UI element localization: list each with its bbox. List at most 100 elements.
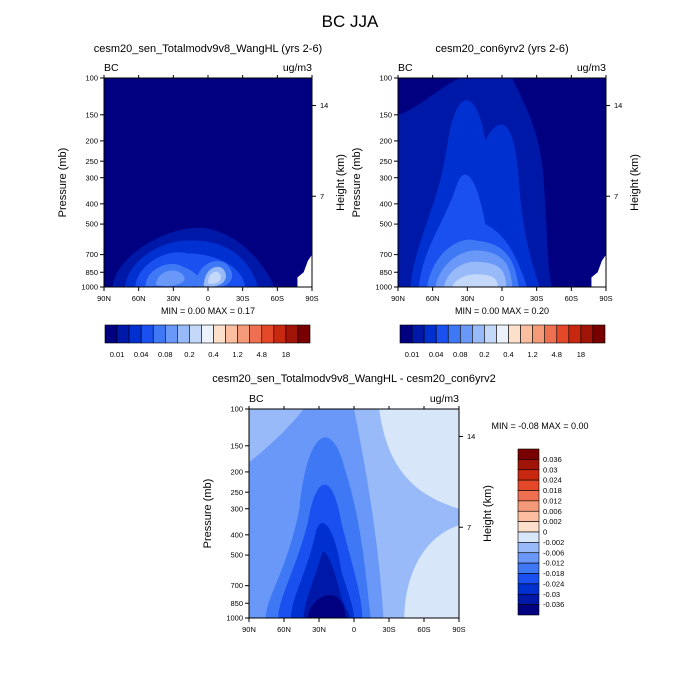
colorbar-label: -0.03	[543, 590, 560, 599]
y-tick-label: 500	[230, 551, 243, 560]
right-string: ug/m3	[430, 393, 459, 405]
colorbar-box	[517, 469, 540, 481]
colorbar-box	[520, 324, 533, 344]
colorbar-label: 0.08	[453, 350, 468, 359]
x-tick-label: 60S	[417, 625, 430, 634]
y-tick-label: 250	[230, 488, 243, 497]
panel-top-left: cesm20_sen_Totalmodv9v8_WangHL (yrs 2-6)…	[57, 43, 347, 359]
y2-axis-title: Height (km)	[482, 485, 494, 542]
colorbar-label: 0.012	[543, 496, 562, 505]
colorbar-label: 4.8	[552, 350, 562, 359]
colorbar-box	[517, 583, 540, 595]
x-tick-label: 30S	[382, 625, 395, 634]
min-max-stats: MIN = 0.00 MAX = 0.20	[455, 306, 549, 316]
colorbar-box	[249, 324, 263, 344]
x-tick-label: 30N	[166, 294, 180, 303]
colorbar-label: 0.4	[503, 350, 513, 359]
y-tick-label: 200	[85, 137, 98, 146]
colorbar-label: -0.012	[543, 559, 564, 568]
colorbar-box	[517, 510, 540, 522]
contour-field	[249, 409, 459, 618]
colorbar-box	[496, 324, 509, 344]
right-string: ug/m3	[283, 62, 312, 74]
colorbar-box	[261, 324, 275, 344]
right-string: ug/m3	[577, 62, 606, 74]
y-tick-label: 700	[230, 581, 243, 590]
left-string: BC	[104, 62, 119, 74]
colorbar-box	[237, 324, 251, 344]
y2-tick-label: 7	[320, 192, 324, 201]
y2-tick-label: 7	[467, 523, 471, 532]
colorbar-box	[189, 324, 202, 344]
colorbar-label: 0.002	[543, 517, 562, 526]
panel-top-right: cesm20_con6yrv2 (yrs 2-6) BC ug/m3 90N 60N 30…	[351, 43, 641, 359]
y2-tick-label: 14	[467, 432, 475, 441]
colorbar-label: 0.08	[158, 350, 173, 359]
colorbar-box	[423, 324, 437, 344]
colorbar-box	[459, 324, 473, 344]
x-tick-label: 60N	[277, 625, 291, 634]
panel-title: cesm20_con6yrv2 (yrs 2-6)	[435, 43, 568, 55]
x-tick-label: 30S	[530, 294, 543, 303]
colorbar-label: -0.002	[543, 538, 564, 547]
colorbar-box	[225, 324, 238, 344]
y-axis-title: Pressure (mb)	[57, 148, 69, 218]
y-tick-label: 300	[379, 173, 392, 182]
colorbar-box	[213, 324, 226, 344]
colorbar-box	[297, 324, 311, 344]
contour-field	[398, 78, 606, 287]
colorbar-box	[580, 324, 594, 344]
y-tick-label: 300	[85, 173, 98, 182]
x-tick-label: 0	[352, 625, 356, 634]
panel-title: cesm20_sen_Totalmodv9v8_WangHL - cesm20_…	[212, 373, 496, 385]
y-tick-label: 200	[230, 468, 243, 477]
y2-tick-label: 7	[614, 192, 618, 201]
colorbar-box	[177, 324, 190, 344]
colorbar-label: 1.2	[527, 350, 537, 359]
x-tick-label: 0	[206, 294, 210, 303]
contour-field	[104, 78, 312, 287]
y-tick-label: 700	[379, 250, 392, 259]
colorbar-box	[517, 448, 540, 460]
colorbar-box	[517, 573, 540, 585]
x-tick-label: 60S	[271, 294, 284, 303]
x-tick-label: 90N	[97, 294, 111, 303]
left-string: BC	[398, 62, 413, 74]
colorbar-label: -0.006	[543, 548, 564, 557]
terrain-mask	[297, 254, 312, 287]
colorbar-box	[273, 324, 287, 344]
colorbar-box	[517, 593, 540, 605]
colorbar-label: 0.036	[543, 455, 562, 464]
colorbar-box	[517, 552, 540, 564]
y-tick-label: 1000	[375, 283, 392, 292]
colorbar-label: -0.018	[543, 569, 564, 578]
colorbar-label: -0.036	[543, 600, 564, 609]
colorbar-box	[116, 324, 130, 344]
colorbar-label: 0.2	[184, 350, 194, 359]
y-tick-label: 400	[230, 530, 243, 539]
colorbar-box	[517, 521, 540, 533]
x-tick-label: 60N	[426, 294, 440, 303]
colorbar-label: 0.024	[543, 476, 562, 485]
colorbar-label: 0.018	[543, 486, 562, 495]
x-tick-label: 30N	[312, 625, 326, 634]
colorbar-box	[399, 324, 413, 344]
figure-title: BC JJA	[322, 12, 379, 31]
colorbar-box	[164, 324, 178, 344]
y-tick-label: 700	[85, 250, 98, 259]
min-max-stats: MIN = -0.08 MAX = 0.00	[491, 421, 588, 431]
y-axis-title: Pressure (mb)	[351, 148, 363, 218]
y-tick-label: 400	[85, 199, 98, 208]
colorbar-box	[517, 562, 540, 574]
colorbar-box	[517, 459, 540, 471]
y-tick-label: 500	[379, 220, 392, 229]
y-tick-label: 500	[85, 220, 98, 229]
y-tick-label: 100	[85, 74, 98, 83]
y2-axis-title: Height (km)	[629, 154, 641, 211]
colorbar-box	[532, 324, 546, 344]
colorbar-box	[556, 324, 570, 344]
colorbar-label: 18	[282, 350, 290, 359]
colorbar-label: 18	[577, 350, 585, 359]
x-tick-label: 90S	[452, 625, 465, 634]
